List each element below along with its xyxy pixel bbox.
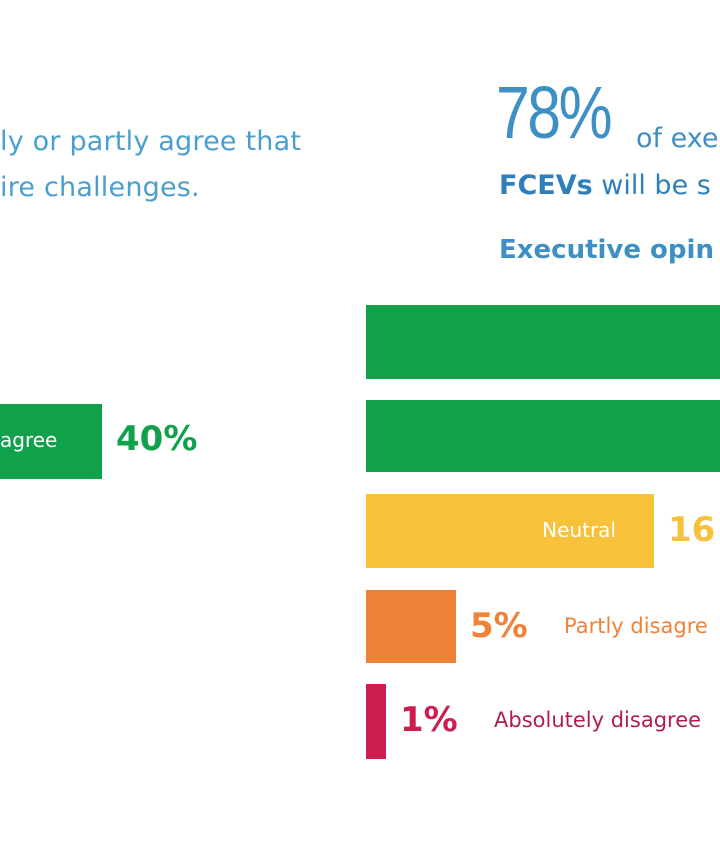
bar-agree: agree [0, 404, 102, 479]
bar-absolutely-disagree [366, 684, 386, 759]
bar-partly-disagree [366, 590, 456, 663]
subline-bold: FCEVs [499, 170, 593, 201]
bar-row-1 [366, 305, 720, 379]
bar-neutral-label: Neutral [542, 518, 616, 542]
bar-absolutely-disagree-label: Absolutely disagree [494, 708, 702, 732]
bar-partly-disagree-value: 5% [470, 606, 528, 646]
bar-agree-label: agree [0, 428, 58, 452]
bar-absolutely-disagree-value: 1% [400, 700, 458, 740]
bar-neutral: Neutral [366, 494, 654, 568]
headline-subline: FCEVs will be s [499, 170, 711, 201]
section-title: Executive opin [499, 235, 714, 265]
left-description-line2: ire challenges. [0, 172, 200, 203]
bar-row-2 [366, 400, 720, 472]
bar-neutral-value: 16 [668, 510, 716, 550]
subline-rest: will be s [592, 170, 711, 201]
left-description-line1: ly or partly agree that [0, 126, 302, 157]
headline-percentage: 78% [496, 71, 613, 154]
bar-agree-value: 40% [116, 419, 198, 459]
bar-partly-disagree-label: Partly disagre [564, 614, 708, 638]
headline-suffix: of exe [636, 123, 719, 154]
